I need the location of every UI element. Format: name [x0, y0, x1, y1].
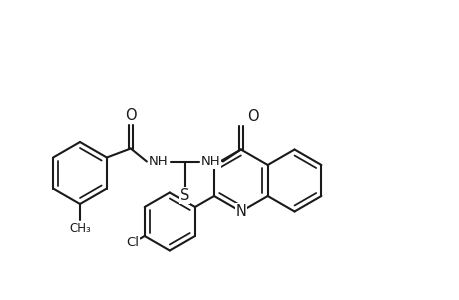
Text: NH: NH: [149, 155, 168, 168]
Text: S: S: [180, 188, 189, 203]
Text: NH: NH: [201, 155, 220, 168]
Text: Cl: Cl: [126, 236, 139, 250]
Text: O: O: [125, 108, 136, 123]
Text: CH₃: CH₃: [69, 221, 91, 235]
Text: O: O: [246, 109, 258, 124]
Text: N: N: [235, 204, 246, 219]
